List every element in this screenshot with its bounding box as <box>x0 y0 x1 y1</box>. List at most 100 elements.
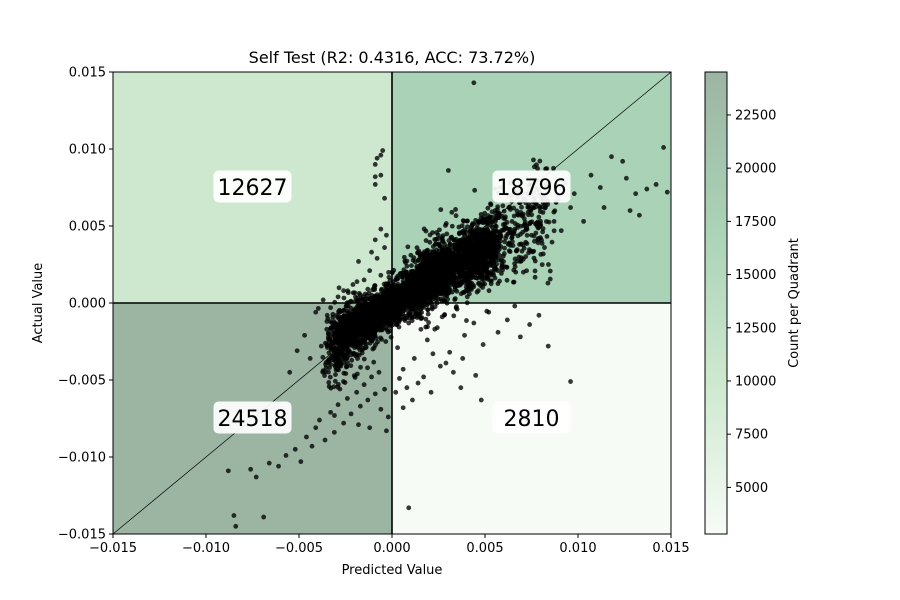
data-point <box>468 285 474 291</box>
data-point <box>341 420 347 426</box>
data-point <box>514 208 520 214</box>
data-point <box>371 359 377 365</box>
data-point <box>430 253 436 259</box>
count-label-layer: 12627 18796 24518 2810 <box>213 170 571 434</box>
data-point <box>302 332 307 338</box>
data-point <box>463 265 468 271</box>
data-point <box>495 281 501 287</box>
data-point <box>540 229 546 235</box>
data-point <box>370 313 375 319</box>
y-tick-label: 0.010 <box>69 143 106 158</box>
data-point <box>404 296 409 302</box>
data-point <box>405 275 411 281</box>
data-point <box>478 211 484 217</box>
data-point <box>440 247 446 253</box>
colorbar-tick-label: 15000 <box>735 268 776 283</box>
colorbar-tick-label: 22500 <box>735 108 776 123</box>
data-point <box>420 277 426 283</box>
data-point <box>429 306 435 312</box>
data-point <box>378 272 384 278</box>
data-point <box>512 226 518 232</box>
data-point <box>331 384 337 390</box>
data-point <box>348 363 354 369</box>
data-point <box>266 460 272 466</box>
x-axis-title: Predicted Value <box>342 563 443 578</box>
data-point <box>380 326 386 331</box>
quadrant-count-bottom-left: 24518 <box>213 401 292 434</box>
count-label: 12627 <box>218 176 288 201</box>
data-point <box>504 219 510 225</box>
data-point <box>354 329 360 335</box>
data-point <box>327 374 333 380</box>
data-point <box>517 242 522 247</box>
count-label-box <box>213 170 292 203</box>
data-point <box>393 322 399 327</box>
data-point <box>558 228 564 234</box>
data-point <box>502 239 507 245</box>
data-point <box>398 309 404 314</box>
data-point <box>447 349 453 355</box>
data-point <box>483 267 489 273</box>
data-point <box>356 290 362 296</box>
data-point <box>438 274 444 280</box>
data-point <box>458 260 464 266</box>
data-point <box>369 333 375 338</box>
data-point <box>430 351 436 357</box>
chart-title: Self Test (R2: 0.4316, ACC: 73.72%) <box>249 48 536 67</box>
data-point <box>504 233 509 239</box>
data-point <box>367 425 373 431</box>
data-point <box>354 389 360 395</box>
data-point <box>536 312 542 318</box>
data-point <box>471 320 477 326</box>
data-point <box>581 218 586 224</box>
data-point <box>330 311 336 317</box>
data-point <box>469 242 475 247</box>
data-point <box>323 365 329 371</box>
data-point <box>320 297 326 303</box>
data-point <box>405 244 411 250</box>
data-point <box>480 228 486 234</box>
data-point <box>429 277 435 282</box>
count-label: 2810 <box>504 407 560 432</box>
data-point <box>458 241 463 247</box>
data-point <box>428 389 434 395</box>
data-point <box>380 293 386 299</box>
data-point <box>445 290 451 296</box>
data-point <box>328 409 334 415</box>
data-point <box>437 363 443 369</box>
data-point <box>320 354 326 360</box>
data-point <box>504 317 510 323</box>
data-point <box>421 302 427 308</box>
data-point <box>352 374 358 380</box>
data-point <box>547 268 553 274</box>
data-point <box>378 172 384 178</box>
data-point <box>374 255 380 261</box>
data-point <box>519 204 524 210</box>
data-point <box>516 212 521 218</box>
data-point <box>478 397 484 403</box>
data-point <box>386 269 392 275</box>
data-point <box>478 274 484 280</box>
data-point <box>336 358 342 364</box>
data-point <box>471 80 477 86</box>
data-point <box>338 363 344 369</box>
data-point <box>449 234 455 240</box>
data-point <box>372 293 377 299</box>
data-point <box>328 326 333 332</box>
data-point <box>354 279 360 285</box>
data-point <box>336 367 341 373</box>
data-point <box>636 212 642 218</box>
data-point <box>404 263 410 269</box>
data-point <box>444 264 449 269</box>
data-point <box>446 247 452 253</box>
data-point <box>423 258 429 264</box>
y-tick-label: 0.005 <box>69 220 106 235</box>
data-point <box>664 189 670 195</box>
data-point <box>421 226 427 232</box>
data-point <box>346 325 352 331</box>
data-point <box>454 306 460 312</box>
data-point <box>501 215 506 221</box>
data-point <box>372 391 378 397</box>
data-point <box>336 285 342 291</box>
data-point <box>361 277 367 283</box>
